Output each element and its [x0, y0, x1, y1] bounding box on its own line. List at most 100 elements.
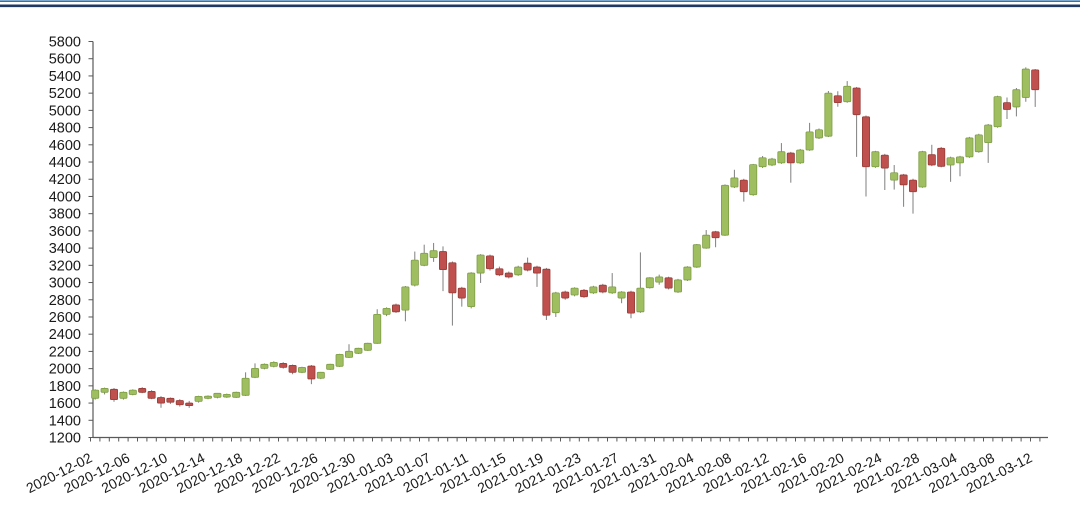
- candle-body-down: [307, 365, 316, 380]
- candle-body-up: [674, 279, 683, 293]
- candle-2021-01-31: [655, 274, 664, 285]
- candle-2021-03-11: [1021, 67, 1030, 102]
- candle-body-down: [175, 400, 184, 406]
- candle-body-down: [495, 268, 504, 276]
- candle-body-up: [946, 157, 955, 166]
- candle-2021-02-16: [805, 122, 814, 151]
- candle-body-up: [335, 353, 344, 367]
- candle-body-down: [711, 231, 720, 239]
- candle-body-down: [279, 362, 288, 368]
- y-tick-label: 1200: [49, 431, 81, 447]
- candle-body-down: [786, 152, 795, 164]
- candle-2021-01-16: [514, 265, 523, 276]
- y-tick-label: 3600: [49, 224, 81, 240]
- candle-body-up: [382, 307, 391, 315]
- y-tick-label: 2400: [49, 327, 81, 343]
- candle-2020-12-17: [232, 391, 241, 398]
- y-tick-label: 4000: [49, 189, 81, 205]
- candle-body-down: [110, 388, 119, 401]
- candle-2021-03-05: [965, 136, 974, 158]
- candle-2021-02-12: [768, 157, 777, 167]
- candle-body-down: [598, 284, 607, 293]
- candle-2020-12-16: [222, 393, 231, 398]
- candle-2021-01-28: [627, 290, 636, 319]
- candle-body-up: [692, 244, 701, 268]
- candle-body-up: [570, 287, 579, 296]
- candle-2021-02-19: [833, 91, 842, 107]
- candle-2021-03-10: [1012, 87, 1021, 117]
- candle-body-down: [138, 388, 147, 393]
- candle-body-down: [909, 179, 918, 193]
- candle-2021-01-24: [589, 285, 598, 294]
- candle-body-up: [354, 347, 363, 354]
- candle-2021-02-05: [702, 230, 711, 249]
- candle-body-up: [589, 286, 598, 294]
- candle-2021-01-23: [580, 289, 589, 298]
- candle-body-up: [363, 342, 372, 351]
- candle-2020-12-06: [128, 389, 137, 396]
- candle-body-up: [749, 164, 758, 196]
- candle-body-up: [918, 151, 927, 188]
- candle-2021-02-11: [758, 155, 767, 169]
- candle-2020-12-11: [175, 399, 184, 407]
- y-tick-label: 1800: [49, 379, 81, 395]
- y-tick-label: 2600: [49, 310, 81, 326]
- candle-body-down: [457, 287, 466, 299]
- candle-2021-02-09: [739, 178, 748, 202]
- candle-2020-12-30: [354, 347, 363, 354]
- candle-body-down: [580, 289, 589, 298]
- candle-2020-12-31: [363, 342, 372, 351]
- candle-2021-01-29: [636, 252, 645, 313]
- y-tick-label: 1400: [49, 413, 81, 429]
- candle-2020-12-29: [344, 344, 353, 358]
- candle-body-up: [91, 389, 100, 399]
- y-tick-label: 2200: [49, 344, 81, 360]
- y-tick-label: 3000: [49, 276, 81, 292]
- candle-body-up: [250, 367, 259, 378]
- candle-2021-02-17: [815, 128, 824, 139]
- candle-body-up: [777, 151, 786, 164]
- candle-2021-02-21: [852, 86, 861, 157]
- candle-2020-12-28: [335, 353, 344, 367]
- candle-2021-01-17: [523, 257, 532, 272]
- candle-2021-03-08: [993, 95, 1002, 128]
- candle-2021-03-06: [974, 133, 983, 153]
- candle-body-up: [100, 388, 109, 393]
- candle-body-up: [890, 172, 899, 181]
- candle-2020-12-15: [213, 392, 222, 399]
- candle-2021-01-15: [504, 271, 513, 279]
- candle-body-up: [871, 151, 880, 168]
- candle-body-up: [824, 92, 833, 137]
- candle-2021-02-26: [899, 173, 908, 207]
- candle-body-up: [222, 393, 231, 398]
- candle-body-down: [166, 397, 175, 403]
- candle-body-down: [561, 291, 570, 299]
- candle-2021-03-04: [956, 155, 965, 177]
- candle-2021-02-06: [711, 230, 720, 248]
- candle-body-down: [288, 364, 297, 373]
- candle-2020-12-27: [326, 363, 335, 370]
- candle-2021-01-21: [561, 290, 570, 300]
- candle-2021-02-02: [674, 278, 683, 293]
- candle-body-down: [533, 266, 542, 274]
- y-tick-label: 5600: [49, 52, 81, 68]
- candle-body-down: [185, 402, 194, 407]
- candle-body-down: [448, 262, 457, 294]
- candle-body-up: [373, 313, 382, 344]
- candle-2021-01-22: [570, 287, 579, 297]
- candle-2021-01-14: [495, 266, 504, 277]
- candle-body-up: [551, 292, 560, 314]
- candle-2021-01-25: [598, 283, 607, 294]
- candle-2021-02-20: [843, 81, 852, 103]
- candle-2021-02-25: [890, 165, 899, 190]
- candle-body-down: [1003, 102, 1012, 110]
- candle-2021-02-28: [918, 150, 927, 188]
- candle-2021-03-02: [937, 146, 946, 168]
- candle-body-down: [523, 262, 532, 271]
- candle-body-up: [993, 96, 1002, 128]
- candle-2021-01-01: [373, 309, 382, 344]
- candle-body-down: [852, 87, 861, 116]
